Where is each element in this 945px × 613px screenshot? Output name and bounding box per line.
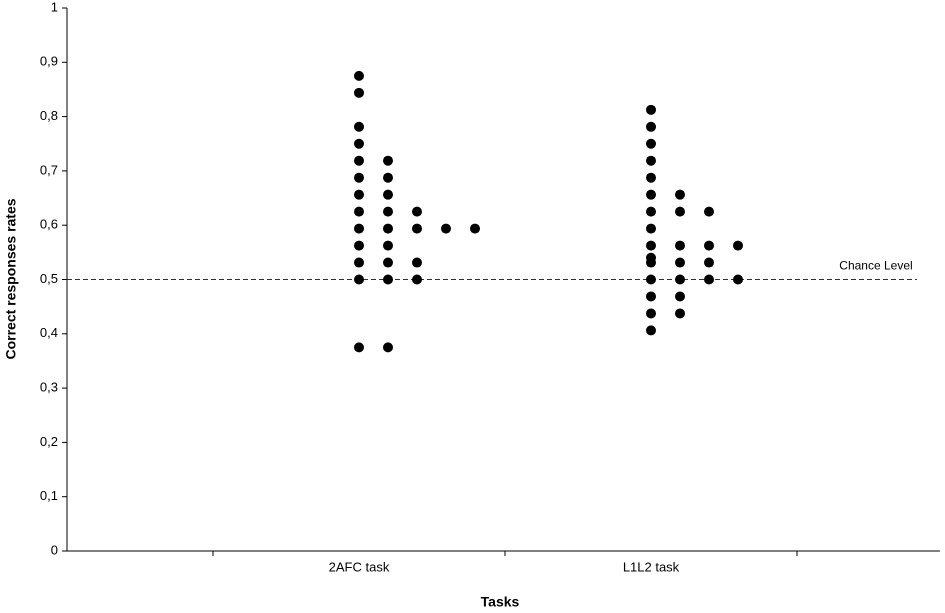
chance-label: Chance Level — [839, 259, 912, 273]
dot — [383, 223, 393, 234]
dot — [354, 342, 364, 353]
dot — [646, 206, 656, 217]
dot — [412, 206, 422, 217]
dot — [354, 87, 364, 98]
dot — [704, 206, 714, 217]
dot — [383, 172, 393, 183]
x-axis-title: Tasks — [481, 594, 520, 610]
x-tick-label: 2AFC task — [329, 559, 390, 574]
dot — [646, 257, 656, 268]
dot — [704, 257, 714, 268]
dot — [646, 308, 656, 319]
dot — [412, 223, 422, 234]
dot — [354, 257, 364, 268]
y-tick-label: 0,4 — [40, 325, 58, 340]
dot — [383, 240, 393, 251]
y-tick-label: 0,5 — [40, 271, 58, 286]
y-tick-label: 0,9 — [40, 54, 58, 69]
dot — [383, 206, 393, 217]
dot — [646, 121, 656, 132]
dot — [704, 240, 714, 251]
dot — [646, 291, 656, 302]
dot — [354, 155, 364, 166]
dot — [675, 240, 685, 251]
dot — [733, 240, 743, 251]
dot — [646, 155, 656, 166]
dot — [675, 257, 685, 268]
y-tick-label: 1 — [51, 0, 58, 14]
y-tick-label: 0,8 — [40, 108, 58, 123]
y-tick-label: 0,3 — [40, 380, 58, 395]
dot — [675, 308, 685, 319]
dot — [675, 274, 685, 285]
dot — [354, 223, 364, 234]
dot — [646, 189, 656, 200]
y-tick-label: 0,2 — [40, 434, 58, 449]
dot — [470, 223, 480, 234]
dot — [675, 189, 685, 200]
dot — [354, 138, 364, 149]
y-tick-label: 0 — [51, 542, 58, 557]
dot — [412, 257, 422, 268]
dot — [646, 240, 656, 251]
dot — [646, 172, 656, 183]
dot — [704, 274, 714, 285]
dot — [354, 189, 364, 200]
dot — [675, 291, 685, 302]
x-tick-label: L1L2 task — [623, 559, 680, 574]
dot — [354, 240, 364, 251]
dot — [675, 206, 685, 217]
dot — [412, 274, 422, 285]
dot — [646, 325, 656, 336]
dot — [383, 274, 393, 285]
dot — [354, 70, 364, 81]
y-tick-label: 0,1 — [40, 488, 58, 503]
dot — [383, 189, 393, 200]
y-tick-label: 0,6 — [40, 217, 58, 232]
dot — [646, 223, 656, 234]
dot — [441, 223, 451, 234]
dot — [733, 274, 743, 285]
dot — [354, 172, 364, 183]
dot — [354, 274, 364, 285]
dot — [383, 257, 393, 268]
y-axis-title: Correct responses rates — [3, 198, 19, 359]
dot — [383, 155, 393, 166]
y-tick-label: 0,7 — [40, 162, 58, 177]
dot — [646, 104, 656, 115]
dot — [383, 342, 393, 353]
dot — [646, 274, 656, 285]
dot — [646, 138, 656, 149]
dot — [354, 206, 364, 217]
dot — [354, 121, 364, 132]
